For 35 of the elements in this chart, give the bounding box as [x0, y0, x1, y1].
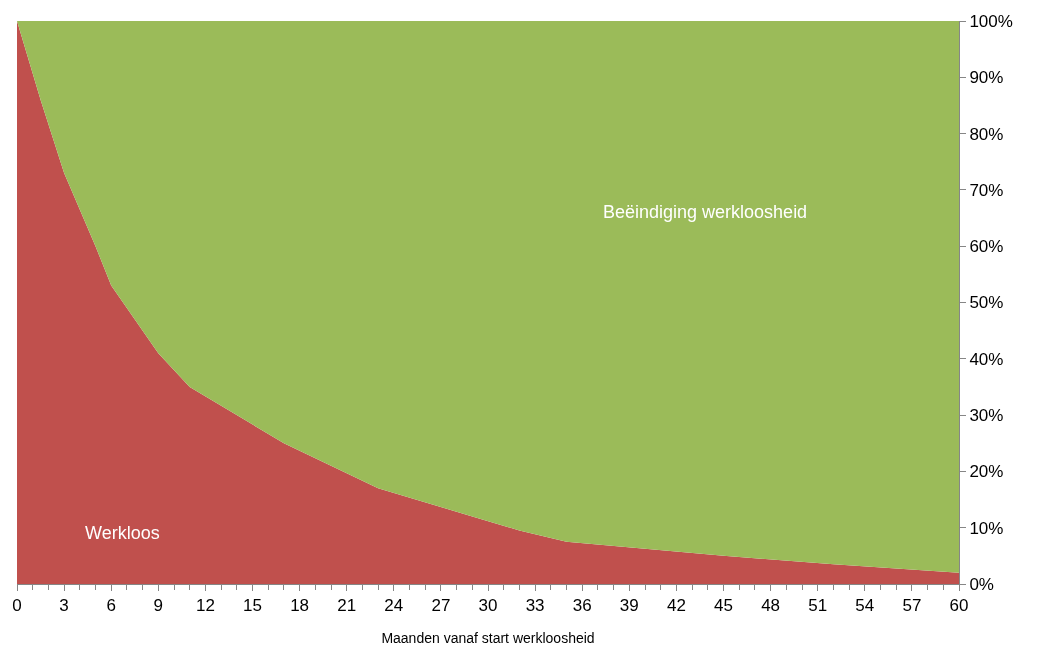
x-tick-label: 24	[384, 596, 404, 616]
x-tick-label: 6	[106, 596, 116, 616]
x-axis-title: Maanden vanaf start werkloosheid	[381, 629, 595, 646]
series-label: Werkloos	[85, 523, 160, 543]
x-tick-label: 15	[243, 596, 262, 616]
x-tick-label: 0	[12, 596, 22, 616]
x-tick-label: 48	[761, 596, 781, 616]
x-tick-label: 51	[808, 596, 828, 616]
y-tick-label: 30%	[969, 406, 1004, 426]
series-label: Beëindiging werkloosheid	[603, 202, 808, 222]
x-tick-label: 21	[337, 596, 357, 616]
x-tick-label: 3	[59, 596, 69, 616]
x-tick-label: 45	[714, 596, 733, 616]
y-tick-label: 60%	[969, 237, 1004, 257]
x-tick-label: 54	[855, 596, 875, 616]
x-tick-label: 33	[525, 596, 545, 616]
y-tick-label: 70%	[969, 180, 1004, 200]
y-tick-label: 100%	[969, 11, 1013, 31]
x-tick-label: 30	[478, 596, 498, 616]
x-tick-label: 27	[431, 596, 451, 616]
x-tick-label: 42	[666, 596, 686, 616]
y-tick-label: 90%	[969, 68, 1004, 88]
y-tick-label: 20%	[969, 462, 1004, 482]
x-tick-label: 12	[195, 596, 215, 616]
y-tick-label: 0%	[969, 574, 994, 594]
y-tick-label: 80%	[969, 124, 1004, 144]
x-tick-label: 60	[949, 596, 969, 616]
x-tick-label: 57	[902, 596, 922, 616]
y-tick-label: 40%	[969, 349, 1004, 369]
x-tick-label: 18	[290, 596, 310, 616]
x-tick-label: 36	[572, 596, 592, 616]
y-tick-label: 10%	[969, 518, 1004, 538]
y-tick-label: 50%	[969, 293, 1004, 313]
x-tick-label: 39	[619, 596, 639, 616]
x-tick-label: 9	[153, 596, 164, 616]
